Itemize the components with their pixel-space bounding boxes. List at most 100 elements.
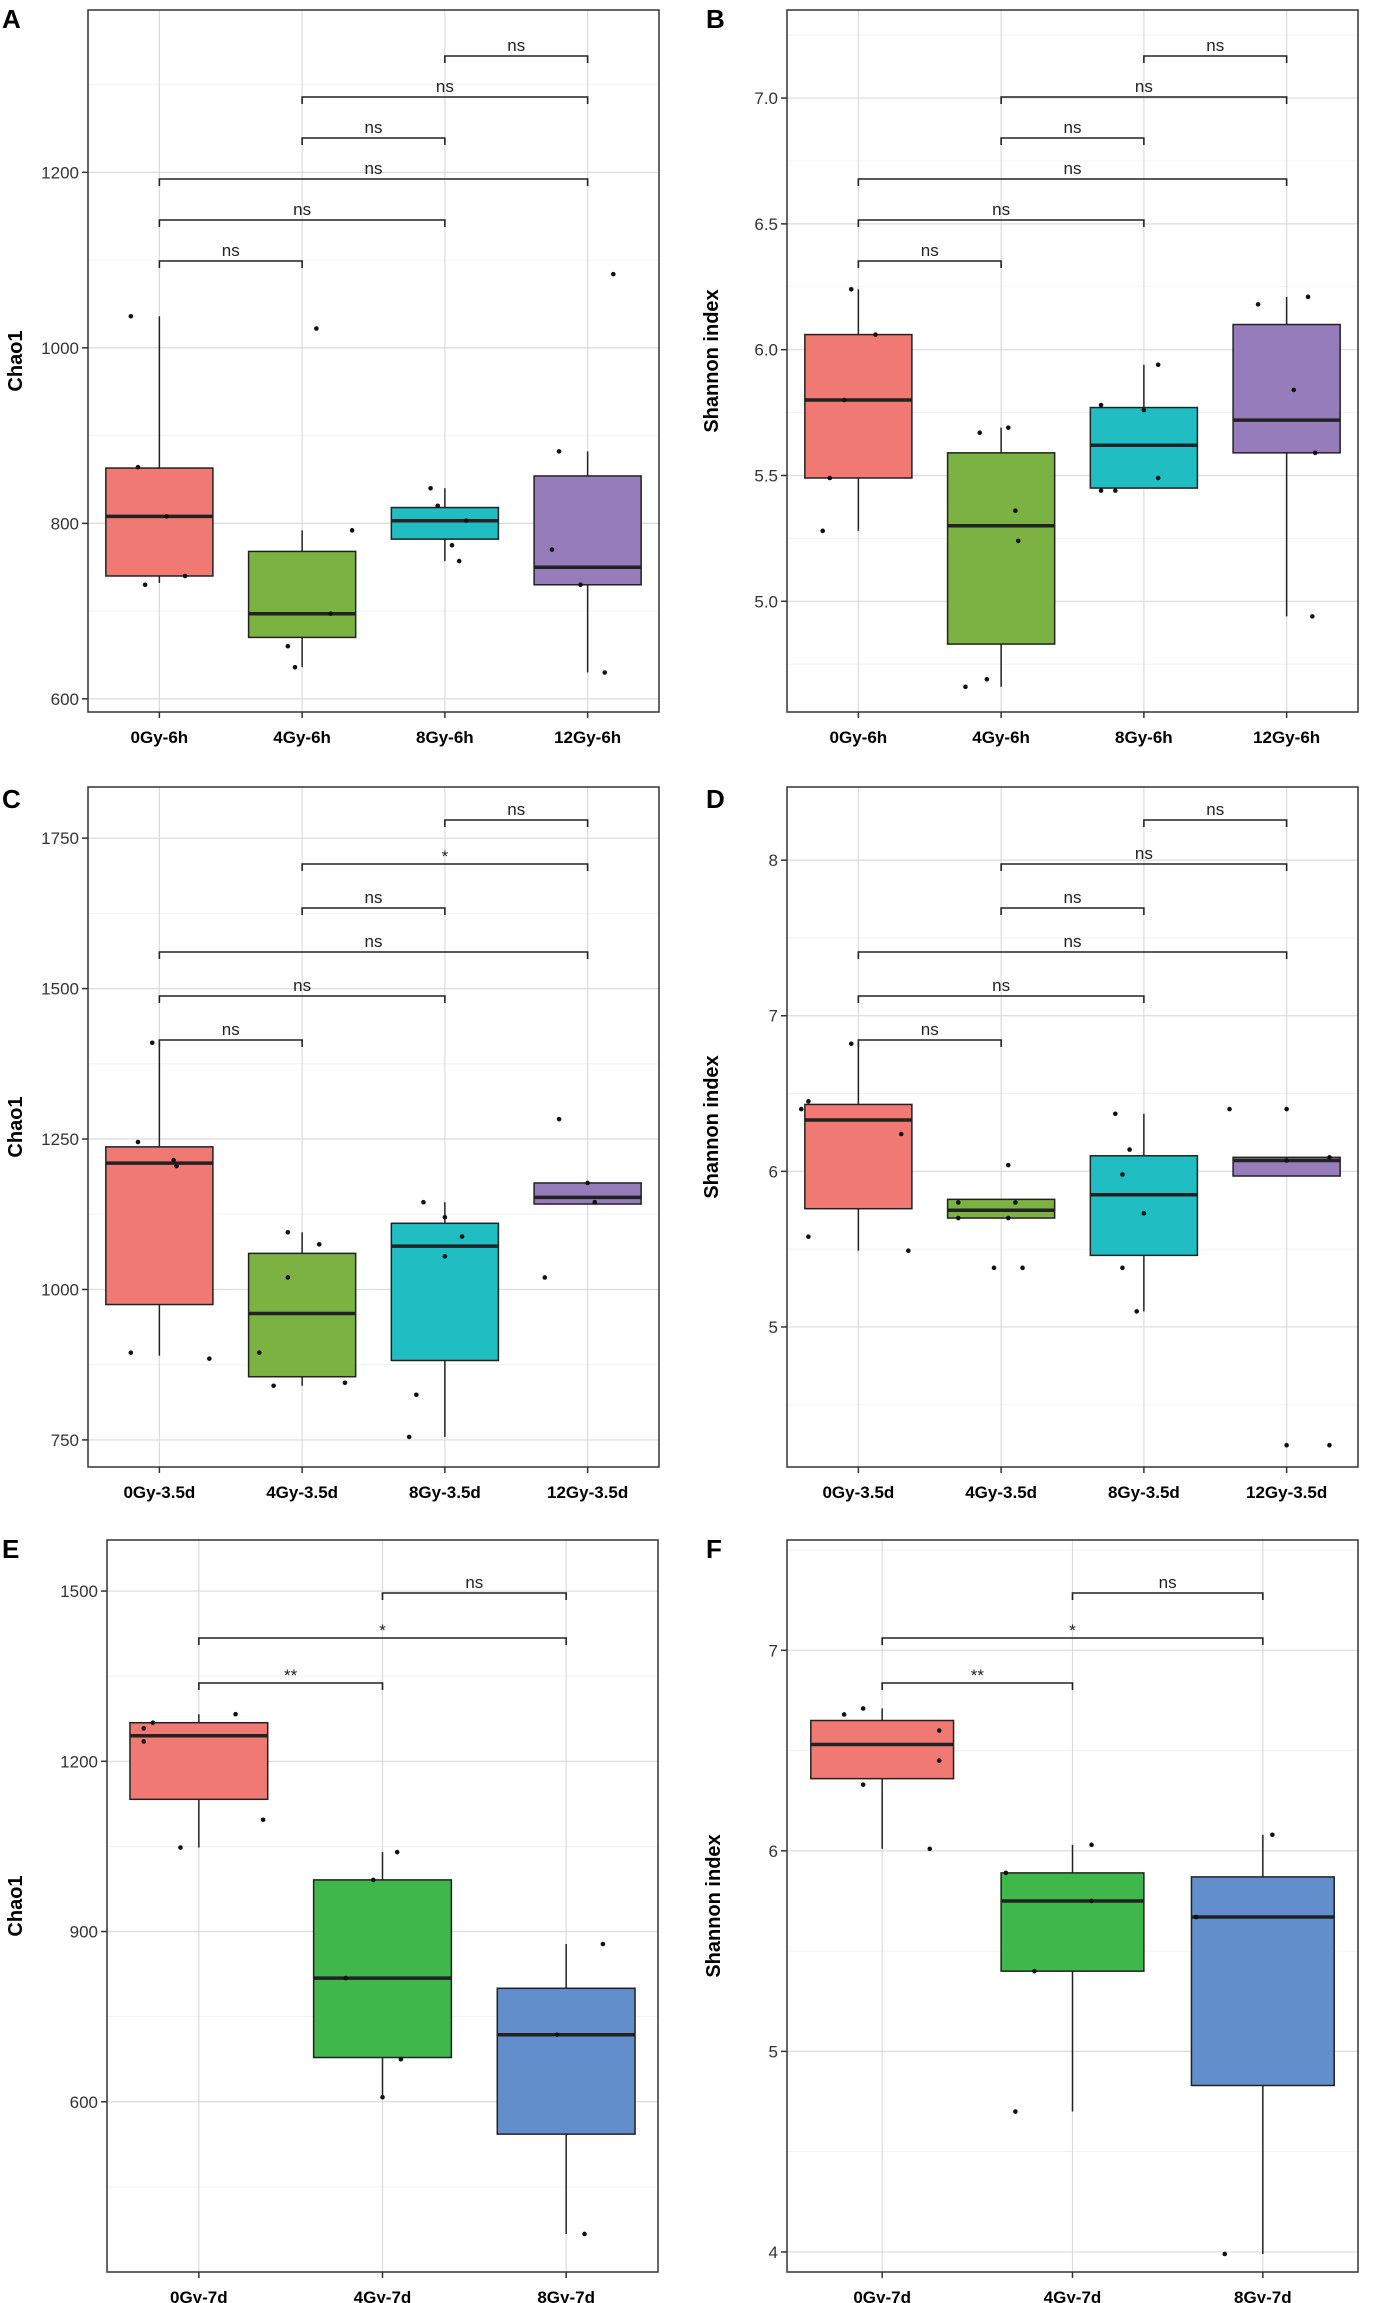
box-0Gy-7d: [810, 1708, 955, 1849]
box-4Gy-3.5d: [247, 1232, 357, 1386]
iqr-box: [804, 1103, 913, 1210]
box-12Gy-6h: [1232, 296, 1341, 617]
data-point: [1291, 387, 1297, 393]
data-point: [1020, 1265, 1025, 1271]
panel-border: [87, 786, 660, 1468]
significance-label: ns: [507, 36, 525, 55]
data-point: [556, 1116, 562, 1122]
iqr-box: [1089, 1155, 1199, 1257]
data-point: [1013, 1200, 1018, 1205]
panel-letter: F: [706, 1534, 722, 1564]
comparison-bracket: [301, 96, 589, 104]
data-point: [435, 503, 441, 509]
significance-label: ns: [1064, 932, 1082, 951]
x-tick-label: 8Gy-3.5d: [1108, 1483, 1180, 1502]
data-point: [1310, 614, 1315, 619]
significance-label: ns: [1064, 888, 1082, 907]
box-8Gy-3.5d: [1089, 1113, 1199, 1312]
data-point: [463, 518, 469, 524]
iqr-box: [533, 1182, 642, 1205]
box-4Gy-6h: [946, 427, 1056, 687]
data-point: [1327, 1155, 1332, 1160]
x-tick-label: 12Gy-6h: [1253, 728, 1320, 747]
box-0Gy-6h: [105, 316, 214, 584]
data-point: [349, 528, 355, 533]
data-point: [806, 1234, 811, 1240]
panel-a: ns ns ns ns ns ns 600 800 1000 1200 0Gy-6h 4Gy-6h 8G…: [2, 4, 660, 747]
x-tick-label: 0Gy-3.5d: [123, 1483, 195, 1502]
y-tick-label: 6: [769, 1162, 778, 1181]
data-point: [860, 1782, 866, 1787]
x-tick-label: 8Gy-6h: [1115, 728, 1173, 747]
data-point: [342, 1380, 348, 1386]
data-point: [135, 464, 141, 470]
data-point: [956, 1215, 961, 1221]
box-4Gy-3.5d: [946, 1198, 1056, 1219]
data-point: [174, 1163, 179, 1169]
data-point: [456, 558, 462, 564]
data-point: [1255, 302, 1261, 307]
significance-label: ns: [293, 976, 311, 995]
y-tick-label: 5.0: [754, 592, 778, 611]
data-point: [984, 676, 990, 682]
data-point: [428, 485, 433, 491]
data-point: [1113, 488, 1118, 493]
data-point: [848, 286, 854, 292]
panel-letter: E: [2, 1534, 19, 1564]
data-point: [182, 573, 188, 579]
data-point: [292, 664, 298, 670]
significance-label: ns: [1206, 800, 1224, 819]
data-point: [582, 2231, 587, 2237]
x-tick-label: 12Gy-3.5d: [547, 1483, 628, 1502]
data-point: [827, 475, 833, 481]
x-tick-label: 12Gy-3.5d: [1246, 1483, 1327, 1502]
data-point: [936, 1728, 942, 1733]
panel-border: [786, 786, 1359, 1468]
data-point: [841, 1712, 847, 1717]
data-point: [260, 1817, 266, 1823]
iqr-box: [1089, 406, 1199, 489]
y-tick-label: 6: [769, 1842, 778, 1861]
data-point: [343, 1975, 349, 1981]
comparison-bracket: [1071, 1592, 1264, 1600]
data-point: [1032, 1968, 1037, 1974]
y-tick-label: 7.0: [754, 89, 778, 108]
y-tick-label: 900: [70, 1923, 98, 1942]
data-point: [602, 670, 608, 675]
data-point: [406, 1434, 412, 1440]
data-point: [1305, 294, 1311, 300]
y-tick-label: 1500: [60, 1582, 98, 1601]
significance-label: ns: [1064, 159, 1082, 178]
data-point: [1222, 2251, 1228, 2257]
significance-label: *: [442, 847, 449, 866]
data-point: [1227, 1106, 1232, 1112]
data-point: [873, 332, 878, 337]
data-point: [991, 1265, 997, 1271]
y-tick-label: 6.5: [754, 215, 778, 234]
comparison-bracket: [158, 219, 446, 227]
y-tick-label: 750: [51, 1431, 79, 1450]
data-point: [141, 1726, 147, 1731]
data-point: [936, 1758, 942, 1763]
x-tick-label: 4Gy-7d: [1044, 2288, 1102, 2303]
iqr-box: [804, 333, 913, 479]
data-point: [1284, 1158, 1289, 1163]
x-tick-label: 0Gy-6h: [830, 728, 888, 747]
y-tick-label: 7: [769, 1641, 778, 1660]
data-point: [600, 1941, 606, 1947]
comparison-bracket: [158, 260, 303, 268]
significance-label: **: [971, 1666, 985, 1685]
x-tick-label: 8Gy-3.5d: [409, 1483, 481, 1502]
y-tick-label: 600: [70, 2093, 98, 2112]
data-point: [1005, 1215, 1011, 1221]
data-point: [956, 1200, 961, 1205]
y-tick-label: 1200: [60, 1752, 98, 1771]
x-tick-label: 0Gy-3.5d: [822, 1483, 894, 1502]
comparison-bracket: [1000, 907, 1145, 915]
iqr-box: [496, 1987, 636, 2135]
panel-d: ns ns ns ns ns ns 5 6 7 8 0Gy-3.5d 4Gy-3.5d 8Gy-3.5d…: [701, 784, 1359, 1502]
significance-label: ns: [365, 932, 383, 951]
data-point: [906, 1248, 911, 1254]
y-tick-label: 600: [51, 690, 79, 709]
data-point: [1089, 1898, 1094, 1904]
